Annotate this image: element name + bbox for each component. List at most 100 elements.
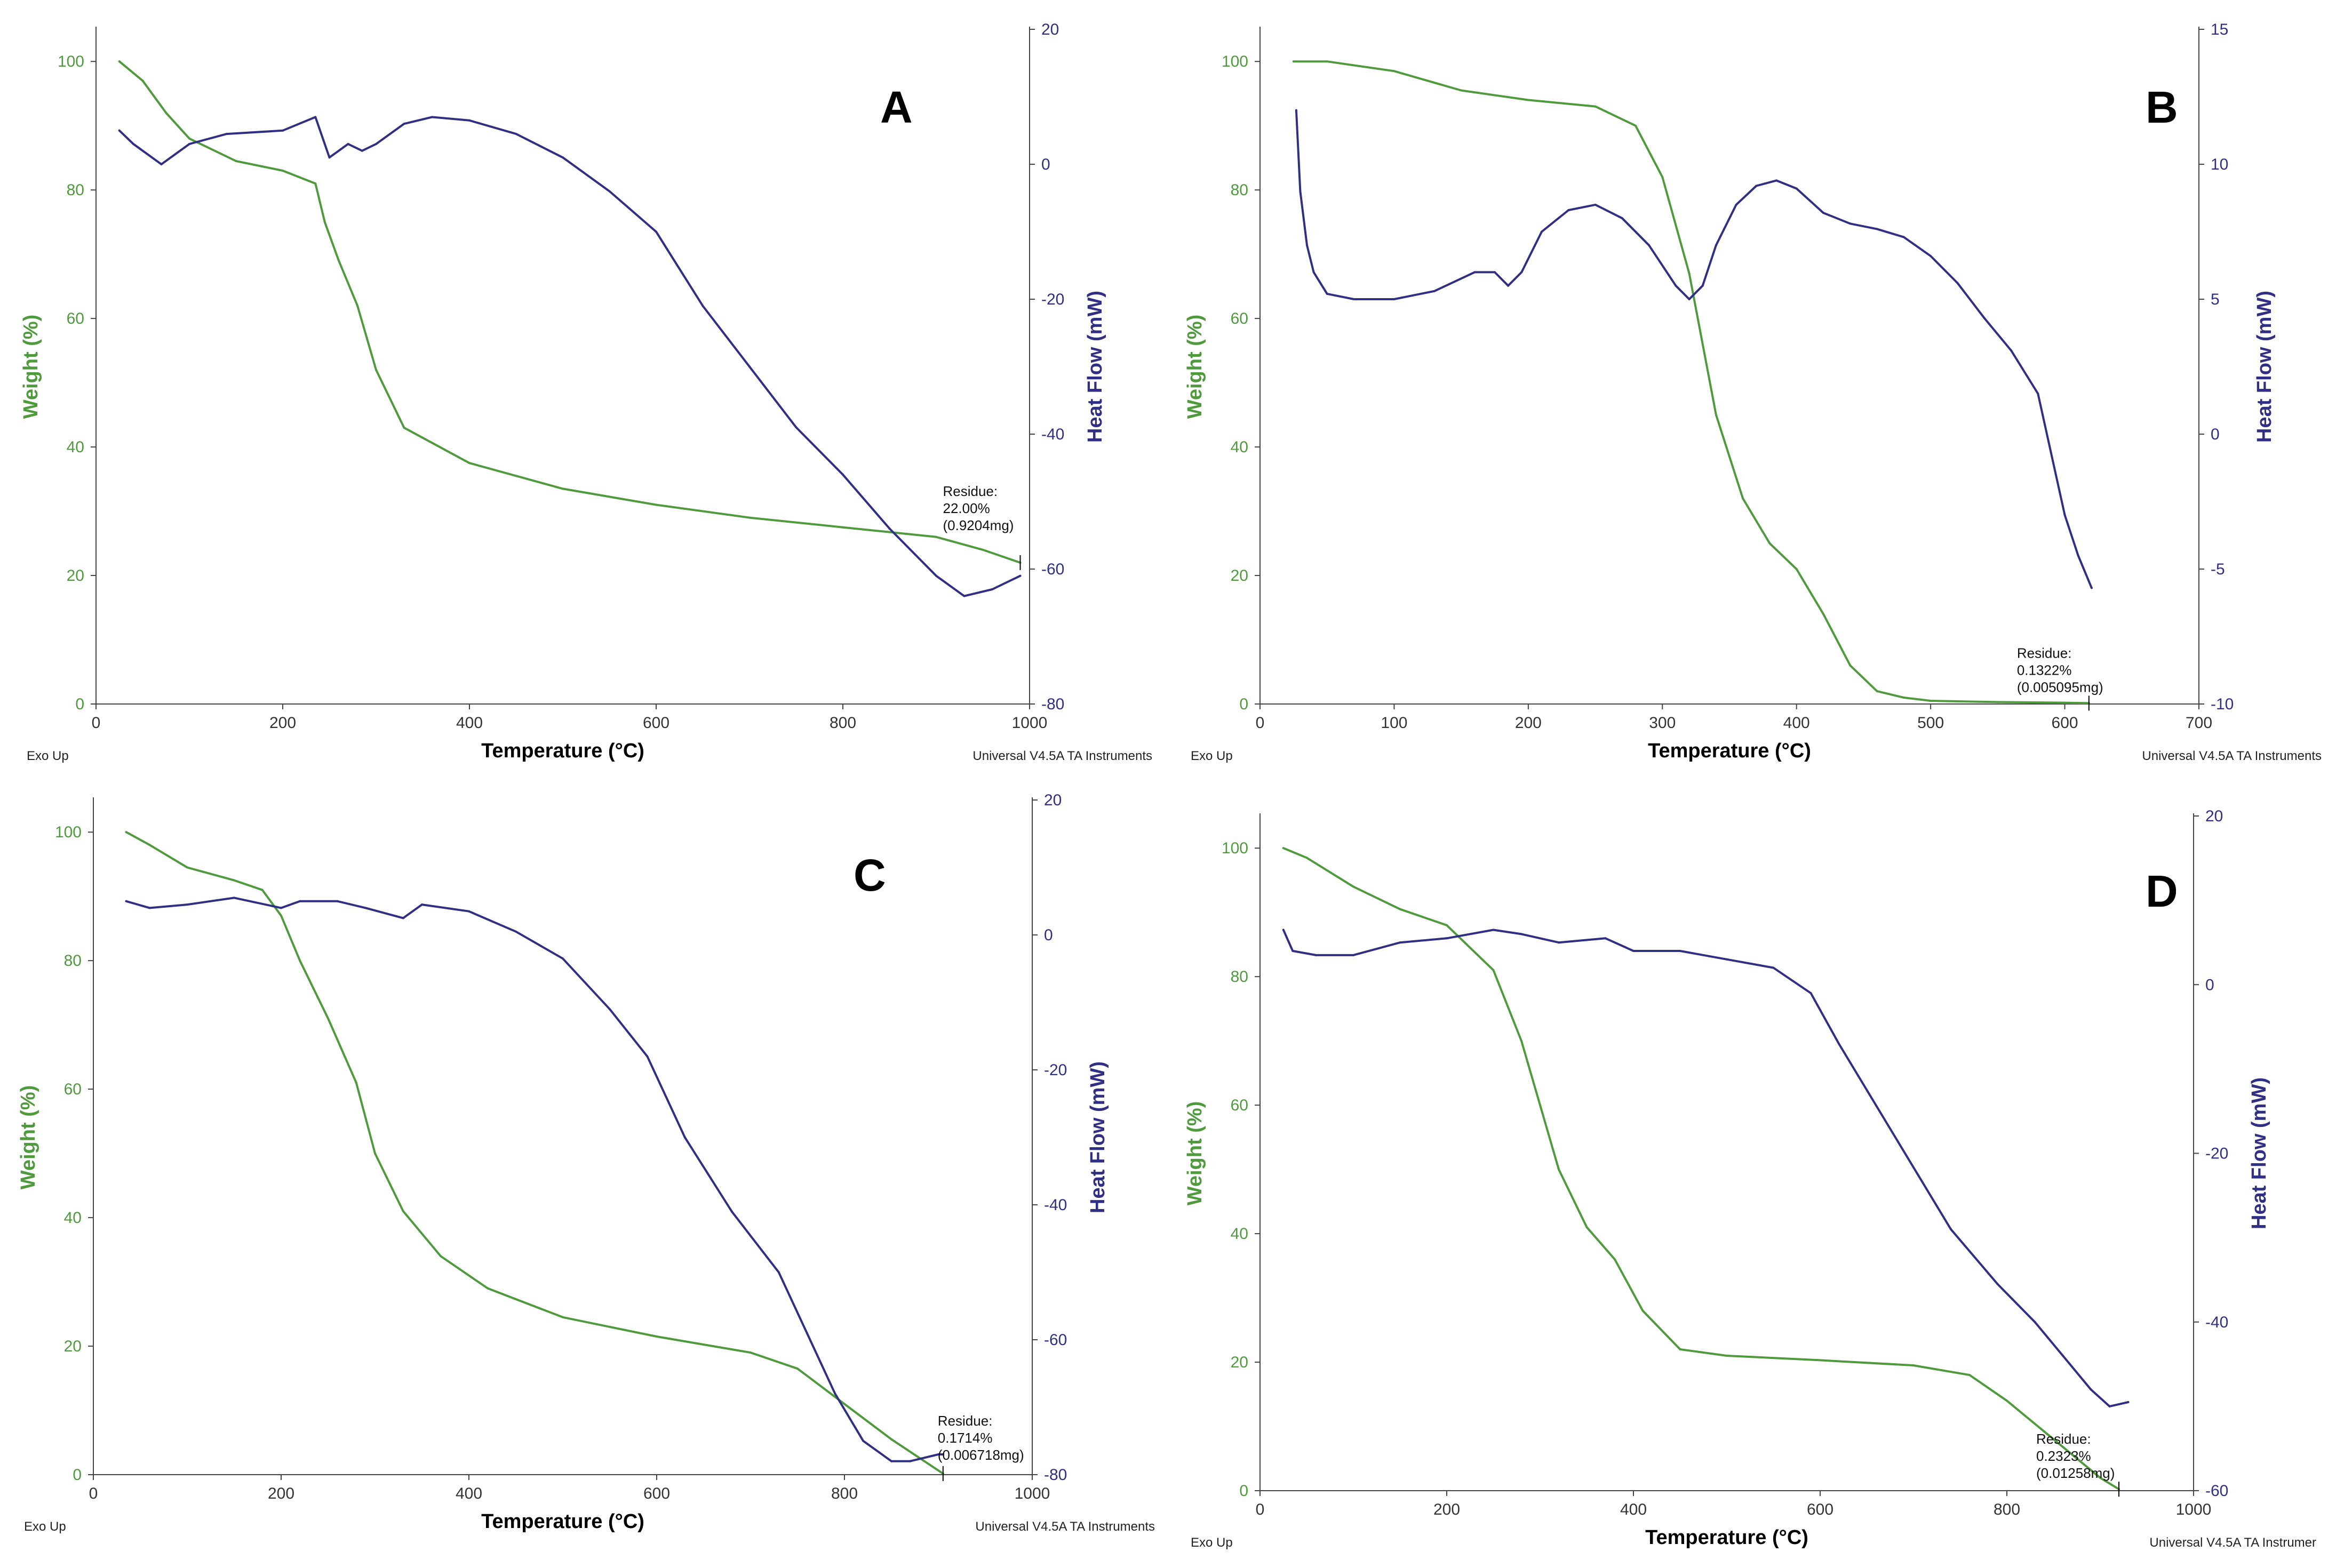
chart-panel-b: 0 100 200 300 400 500 600 700020406080100-10-50… [1184, 21, 2322, 763]
heat-flow-point [515, 133, 517, 135]
heat-flow-curve [1282, 929, 2130, 1407]
weight-point [1399, 908, 1401, 910]
weight-point [1876, 690, 1878, 692]
heat-flow-point [361, 149, 363, 152]
heat-flow-point [1894, 1135, 1896, 1138]
x-tick-label: 400 [1783, 714, 1810, 732]
residue-annotation-line: Residue: [2036, 1431, 2091, 1447]
weight-point [1594, 105, 1597, 108]
heat-flow-point [186, 903, 188, 906]
heat-flow-point [1558, 941, 1560, 944]
instrument-label: Universal V4.5A TA Instruments [972, 749, 1152, 763]
x-tick-label: 100 [1381, 714, 1407, 732]
x-tick-label: 200 [1515, 714, 1542, 732]
heat-flow-point [403, 123, 405, 125]
weight-point [1968, 1374, 1971, 1377]
x-tick-label: 400 [456, 1485, 482, 1502]
heat-flow-point [935, 574, 937, 577]
y-right-tick-label: 20 [1044, 791, 1062, 809]
heat-flow-point [562, 957, 564, 960]
y-right-axis-title: Heat Flow (mW) [1084, 291, 1106, 443]
heat-flow-point [1775, 179, 1777, 182]
x-tick-label: 0 [92, 714, 101, 732]
y-right-tick-label: 0 [2211, 426, 2220, 443]
weight-point [1352, 885, 1354, 888]
weight-point [323, 221, 326, 223]
x-axis-title: Temperature (°C) [481, 1510, 644, 1533]
panel-letter: B [2146, 82, 2178, 132]
y-left-tick-label: 0 [1239, 695, 1248, 713]
x-tick-label: 400 [456, 714, 483, 732]
weight-point [890, 1438, 892, 1441]
y-right-tick-label: 0 [1041, 156, 1050, 173]
heat-flow-point [1567, 209, 1570, 211]
x-tick-label: 0 [1256, 714, 1265, 732]
residue-annotation-line: (0.005095mg) [2017, 679, 2103, 695]
y-right-tick-label: -20 [1044, 1061, 1067, 1079]
y-left-tick-label: 60 [1231, 1097, 1248, 1114]
weight-point [1768, 542, 1771, 545]
heat-flow-point [795, 426, 798, 429]
residue-annotation-line: Residue: [938, 1413, 993, 1429]
heat-flow-point [2108, 1405, 2111, 1407]
heat-flow-point [834, 1393, 836, 1395]
heat-flow-point [1755, 185, 1758, 187]
heat-flow-point [1315, 954, 1317, 956]
panel-letter: D [2146, 866, 2178, 916]
weight-point [1726, 1355, 1728, 1357]
y-left-tick-label: 0 [73, 1466, 82, 1484]
heat-flow-point [1541, 230, 1543, 233]
weight-point [338, 259, 340, 262]
heat-flow-point [942, 1453, 944, 1455]
weight-point [1558, 1168, 1560, 1171]
weight-point [655, 503, 657, 506]
weight-point [468, 462, 471, 465]
exo-up-label: Exo Up [27, 749, 69, 763]
weight-point [2063, 701, 2066, 704]
heat-flow-point [862, 1439, 865, 1442]
heat-flow-point [148, 907, 151, 909]
heat-flow-point [991, 588, 993, 590]
exo-up-label: Exo Up [24, 1519, 66, 1534]
weight-point [1996, 701, 1999, 703]
heat-flow-point [1446, 937, 1448, 940]
y-left-tick-label: 100 [55, 823, 82, 841]
exo-up-label: Exo Up [1191, 749, 1233, 763]
residue-annotation-line: Residue: [2017, 645, 2072, 661]
heat-flow-point [2127, 1401, 2130, 1403]
instrument-label: Universal V4.5A TA Instruments [975, 1519, 1155, 1534]
weight-point [1527, 99, 1529, 101]
weight-point [1305, 857, 1308, 859]
heat-flow-point [2034, 1321, 2036, 1323]
y-right-axis-title: Heat Flow (mW) [1087, 1061, 1109, 1213]
weight-curve [118, 60, 1022, 564]
y-left-tick-label: 40 [1231, 438, 1248, 456]
y-right-tick-label: -60 [1044, 1331, 1067, 1349]
weight-point [2006, 1399, 2008, 1402]
x-tick-label: 600 [643, 1485, 670, 1502]
heat-flow-point [608, 190, 611, 193]
weight-point [1282, 847, 1285, 850]
heat-flow-point [1950, 1228, 1952, 1230]
heat-flow-point [336, 900, 339, 902]
y-left-tick-label: 80 [1231, 181, 1248, 199]
heat-flow-point [1822, 212, 1824, 214]
y-right-tick-label: -60 [2205, 1482, 2228, 1500]
heat-flow-point [421, 903, 423, 906]
x-tick-label: 500 [1917, 714, 1944, 732]
weight-point [1585, 1226, 1588, 1228]
x-tick-label: 1000 [2176, 1501, 2212, 1518]
heat-flow-point [1494, 271, 1496, 274]
heat-flow-point [1838, 1042, 1840, 1045]
x-axis-title: Temperature (°C) [1648, 740, 1811, 762]
y-left-tick-label: 40 [1231, 1225, 1248, 1243]
y-left-axis-title: Weight (%) [1184, 1101, 1206, 1206]
weight-point [403, 427, 405, 429]
y-left-tick-label: 100 [58, 53, 84, 70]
heat-flow-point [890, 1460, 892, 1462]
weight-point [843, 1403, 846, 1405]
heat-flow-point [683, 1136, 686, 1139]
heat-flow-point [1809, 992, 1812, 995]
weight-point [842, 526, 844, 529]
y-right-tick-label: -80 [1044, 1466, 1067, 1484]
